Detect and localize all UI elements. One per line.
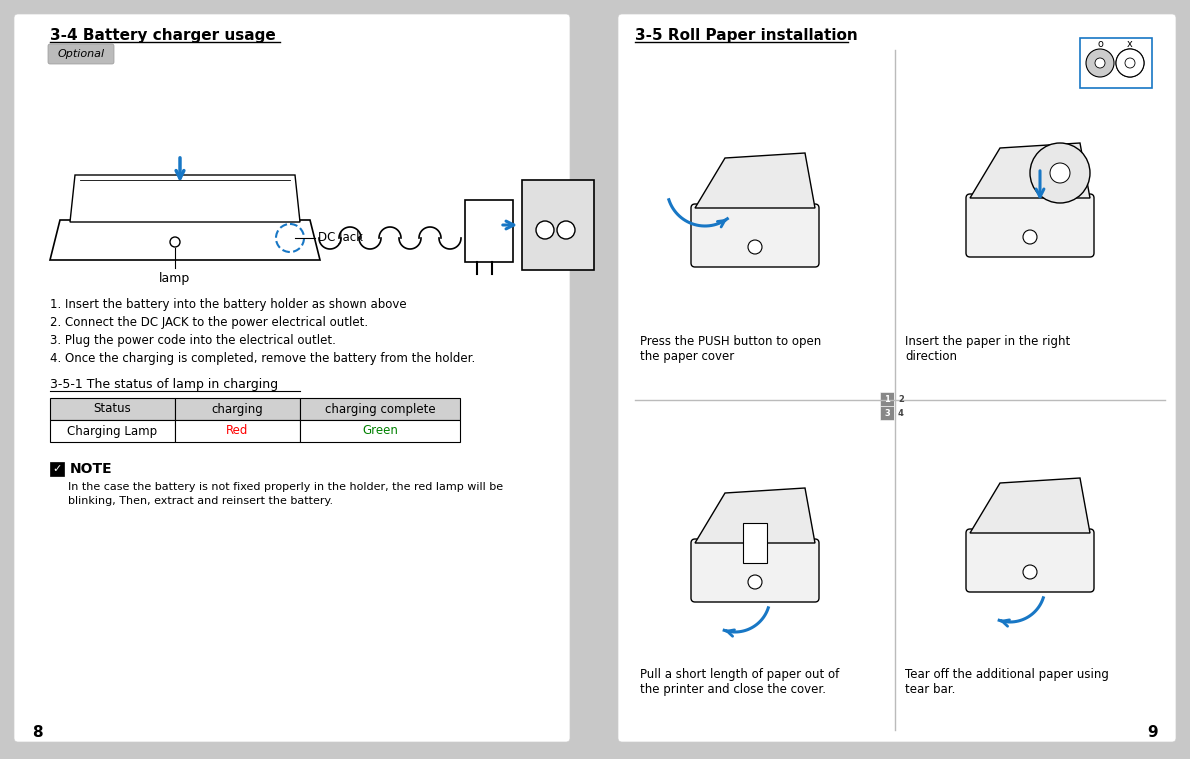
Text: 2: 2 [898,395,904,404]
Bar [465,200,513,262]
Text: charging complete: charging complete [325,402,436,415]
Circle shape [1050,163,1070,183]
Text: Optional: Optional [57,49,105,59]
Polygon shape [970,478,1090,533]
FancyBboxPatch shape [966,194,1094,257]
Text: blinking, Then, extract and reinsert the battery.: blinking, Then, extract and reinsert the… [68,496,333,506]
Text: 8: 8 [32,725,43,740]
Polygon shape [695,153,815,208]
Polygon shape [70,175,300,222]
Bar [50,398,175,420]
Bar [175,398,300,420]
Bar [743,523,768,563]
Polygon shape [970,143,1090,198]
Text: 1: 1 [884,395,890,404]
Circle shape [170,237,180,247]
Bar [50,462,64,476]
Bar [50,420,175,442]
Bar [300,420,461,442]
Bar [879,406,894,420]
FancyBboxPatch shape [618,14,1176,742]
Bar [522,180,594,270]
Text: 9: 9 [1147,725,1158,740]
FancyBboxPatch shape [691,539,819,602]
Polygon shape [695,488,815,543]
Text: DC Jack: DC Jack [318,231,363,244]
Bar [1081,38,1152,88]
Text: 3: 3 [884,408,890,417]
Text: 3-5 Roll Paper installation: 3-5 Roll Paper installation [635,28,858,43]
Text: 4: 4 [898,408,904,417]
Circle shape [536,221,555,239]
Text: direction: direction [906,350,957,363]
Text: the paper cover: the paper cover [640,350,734,363]
FancyBboxPatch shape [48,44,114,64]
Text: Green: Green [362,424,397,437]
Text: Status: Status [94,402,131,415]
Text: 1. Insert the battery into the battery holder as shown above: 1. Insert the battery into the battery h… [50,298,407,311]
Circle shape [1031,143,1090,203]
Text: 4. Once the charging is completed, remove the battery from the holder.: 4. Once the charging is completed, remov… [50,352,475,365]
Text: the printer and close the cover.: the printer and close the cover. [640,683,826,696]
Bar [894,392,908,406]
Text: 3-4 Battery charger usage: 3-4 Battery charger usage [50,28,276,43]
Text: charging: charging [212,402,263,415]
Text: In the case the battery is not fixed properly in the holder, the red lamp will b: In the case the battery is not fixed pro… [68,482,503,492]
Text: 3-5-1 The status of lamp in charging: 3-5-1 The status of lamp in charging [50,378,278,391]
Text: Pull a short length of paper out of: Pull a short length of paper out of [640,668,839,681]
Circle shape [1125,58,1135,68]
Circle shape [1023,565,1036,579]
Text: Red: Red [226,424,249,437]
Text: Tear off the additional paper using: Tear off the additional paper using [906,668,1109,681]
Circle shape [1086,49,1114,77]
Circle shape [749,575,762,589]
FancyBboxPatch shape [966,529,1094,592]
Text: Press the PUSH button to open: Press the PUSH button to open [640,335,821,348]
FancyBboxPatch shape [691,204,819,267]
Circle shape [1023,230,1036,244]
Text: tear bar.: tear bar. [906,683,956,696]
Circle shape [749,240,762,254]
Circle shape [557,221,575,239]
Text: NOTE: NOTE [70,462,113,476]
Text: x: x [1127,39,1133,49]
Text: o: o [1097,39,1103,49]
Text: ✓: ✓ [52,464,62,474]
Text: 3. Plug the power code into the electrical outlet.: 3. Plug the power code into the electric… [50,334,336,347]
FancyBboxPatch shape [14,14,570,742]
Bar [175,420,300,442]
Text: 2. Connect the DC JACK to the power electrical outlet.: 2. Connect the DC JACK to the power elec… [50,316,368,329]
Bar [300,398,461,420]
Text: lamp: lamp [159,272,190,285]
Text: Charging Lamp: Charging Lamp [68,424,157,437]
Circle shape [1116,49,1144,77]
Polygon shape [50,220,320,260]
Text: Insert the paper in the right: Insert the paper in the right [906,335,1070,348]
Circle shape [1095,58,1106,68]
Bar [894,406,908,420]
Bar [879,392,894,406]
